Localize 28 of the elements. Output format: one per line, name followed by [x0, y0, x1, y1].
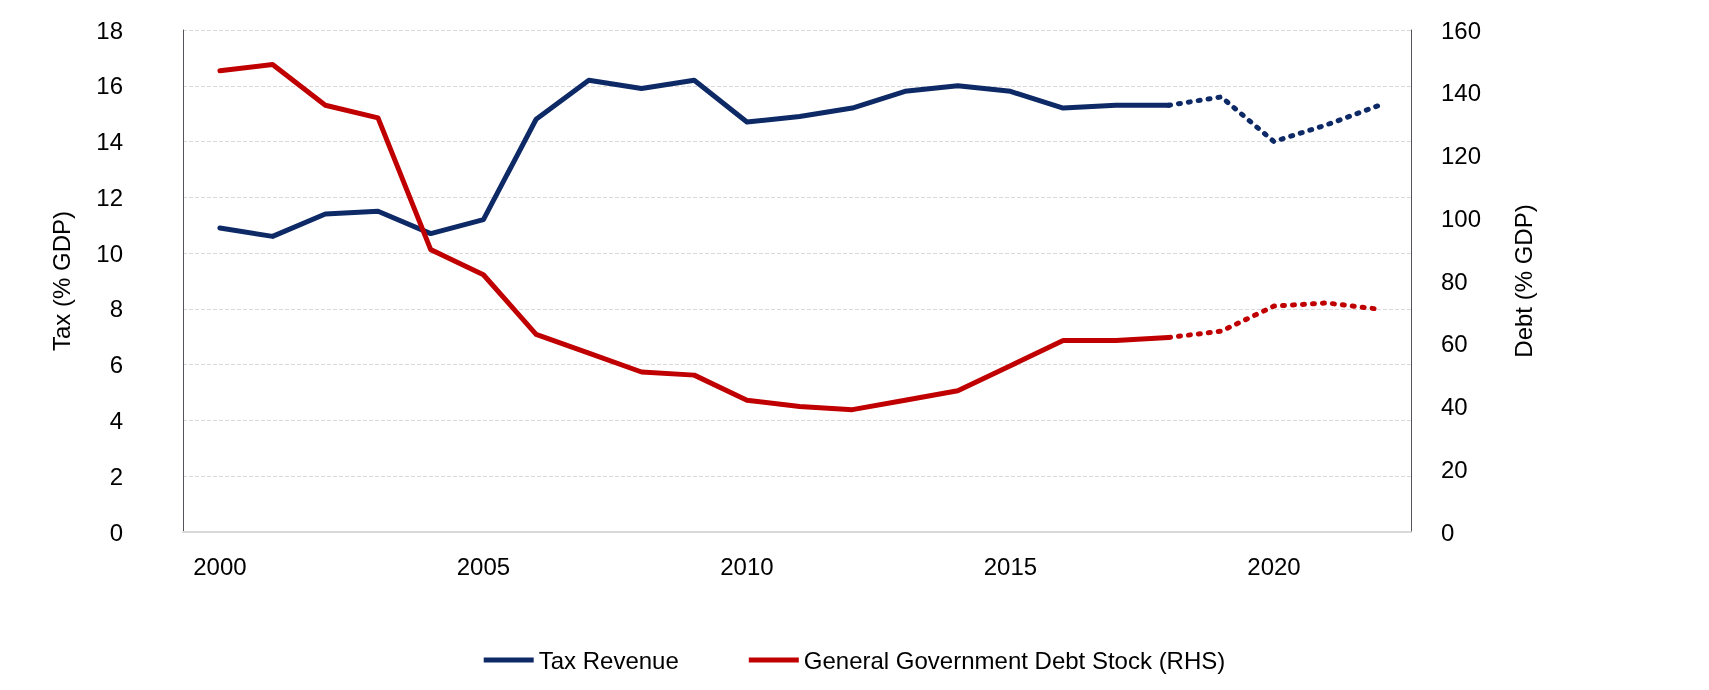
y-tick-label: 6 [109, 351, 123, 379]
y2-tick-label: 140 [1441, 79, 1482, 107]
y2-tick-label: 100 [1441, 204, 1482, 232]
y2-tick-label: 0 [1441, 518, 1455, 546]
y2-tick-label: 80 [1441, 267, 1468, 295]
x-tick-label: 2010 [720, 552, 774, 580]
y2-tick-label: 20 [1441, 455, 1468, 483]
x-tick-label: 2005 [456, 552, 511, 580]
y-tick-label: 12 [96, 183, 123, 211]
y-tick-label: 18 [96, 16, 123, 44]
y2-axis-title: Debt (% GDP) [1509, 204, 1537, 358]
legend-label: Tax Revenue [538, 646, 679, 674]
legend-label: General Government Debt Stock (RHS) [803, 646, 1226, 674]
x-tick-label: 2015 [983, 552, 1038, 580]
y-tick-label: 16 [96, 72, 123, 100]
y2-tick-label: 40 [1441, 393, 1468, 420]
y-axis-title: Tax (% GDP) [47, 210, 75, 352]
y2-tick-label: 160 [1441, 16, 1482, 44]
y-tick-label: 0 [109, 518, 123, 546]
y-tick-label: 14 [96, 128, 123, 156]
y2-tick-label: 120 [1441, 142, 1482, 169]
y2-tick-label: 60 [1441, 330, 1468, 358]
y-tick-label: 10 [96, 239, 123, 267]
x-tick-label: 2000 [193, 552, 247, 580]
y-tick-label: 8 [109, 295, 123, 323]
y-tick-label: 4 [109, 406, 123, 434]
y-tick-label: 2 [109, 462, 123, 490]
x-tick-label: 2020 [1247, 552, 1301, 580]
